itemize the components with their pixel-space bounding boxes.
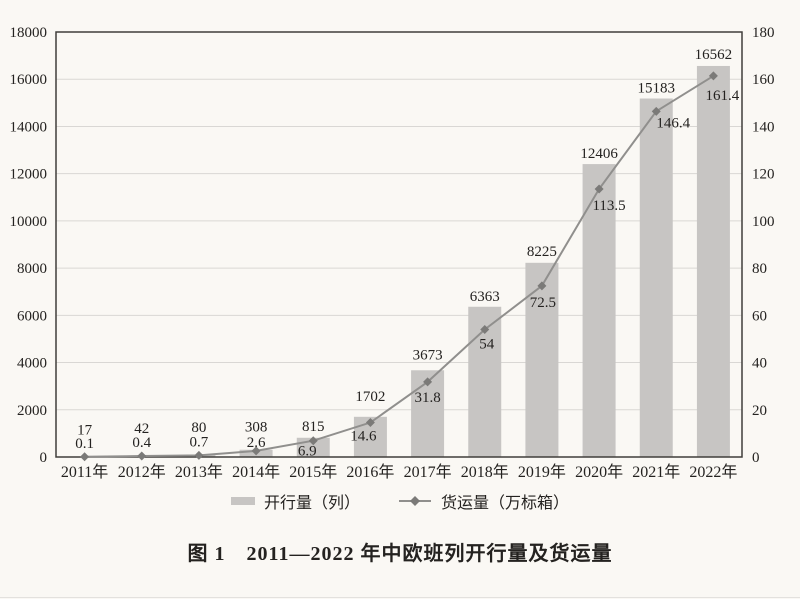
right-axis-tick: 40 [752,356,767,372]
line-marker-2018年 [480,325,490,334]
line-value-label: 146.4 [656,115,690,131]
bar-value-label: 815 [302,419,325,435]
figure-caption: 图 1 2011—2022 年中欧班列开行量及货运量 [187,543,613,565]
legend-item-bar-series: 开行量（列） [230,489,360,513]
bar-2020年 [582,164,616,457]
right-axis-tick: 180 [752,25,775,41]
x-axis-label: 2020年 [575,463,623,481]
line-value-label: 0.4 [132,435,151,451]
left-axis-tick: 14000 [10,119,48,135]
line-value-label: 72.5 [530,295,556,311]
x-axis-label: 2022年 [689,463,737,481]
line-marker-2019年 [537,281,547,291]
left-axis-tick: 12000 [10,167,48,183]
freight-volume-line [84,75,714,458]
right-axis-tick: 20 [752,403,767,419]
line-value-label: 113.5 [592,198,625,214]
x-axis-label: 2011年 [61,463,108,481]
right-axis-tick: 60 [752,308,767,324]
line-marker-2020年 [594,184,604,194]
line-series-swatch-icon [399,496,431,506]
x-axis-label: 2013年 [175,463,223,481]
bar-value-label: 80 [191,420,206,436]
right-axis-tick: 80 [752,261,767,277]
line-marker-2013年 [194,450,204,460]
line-marker-2014年 [251,446,261,456]
line-marker-2012年 [137,451,147,461]
plot-border [55,31,743,458]
x-axis-label: 2016年 [346,463,394,481]
line-value-label: 161.4 [706,88,740,104]
line-value-label: 14.6 [350,429,377,445]
right-axis-tick: 140 [752,119,775,135]
left-axis-tick: 0 [40,450,48,466]
combo-chart-canvas: 0 2000 4000 6000 8000 10000 12000 14000 16000 180… [10,25,775,481]
line-value-label: 0.7 [190,434,209,450]
bar-2021年 [639,98,673,457]
bar-value-label: 6363 [470,289,500,305]
bar-value-label: 15183 [638,81,676,97]
bar-2019年 [525,262,559,457]
right-axis-tick: 120 [752,167,775,183]
legend-item-line-series: 货运量（万标箱） [398,489,569,513]
left-axis-tick: 8000 [17,261,47,277]
bar-2022年 [696,65,730,458]
bar-value-label: 16562 [695,47,733,63]
line-value-label: 6.9 [298,444,317,460]
left-axis-tick: 4000 [17,356,47,372]
line-marker-2017年 [423,377,433,387]
bar-series-swatch-icon [230,497,255,505]
bar-value-label: 42 [134,421,149,437]
right-axis-tick: 0 [752,450,760,466]
x-axis-label: 2021年 [632,463,680,481]
x-axis-label: 2015年 [289,463,337,481]
bar-value-label: 1702 [355,389,385,405]
line-marker-2016年 [365,418,375,428]
right-axis-tick: 100 [752,214,775,230]
bar-value-label: 308 [245,420,268,436]
left-axis-tick: 18000 [10,25,48,41]
bar-value-label: 8225 [527,244,557,260]
x-axis-label: 2012年 [118,463,166,481]
line-value-label: 31.8 [414,390,440,406]
bar-value-label: 17 [77,423,93,439]
x-axis-label: 2018年 [461,463,509,481]
left-axis-tick: 16000 [10,72,48,88]
line-marker-2015年 [308,436,318,446]
line-marker-2011年 [80,452,90,462]
right-axis-tick: 160 [752,72,775,88]
line-marker-2022年 [708,71,718,81]
bottom-divider [0,597,800,598]
line-value-label: 0.1 [75,436,94,452]
x-axis-label: 2019年 [518,463,566,481]
x-axis-label: 2014年 [232,463,280,481]
left-axis-tick: 10000 [10,214,48,230]
line-value-label: 2.6 [247,435,266,451]
left-axis-tick: 2000 [17,403,47,419]
left-axis-tick: 6000 [17,308,47,324]
bar-value-label: 12406 [580,146,618,162]
legend-bar-label: 开行量（列） [263,495,360,512]
x-axis-label: 2017年 [404,463,452,481]
bar-value-label: 3673 [413,347,443,363]
chart-legend: 开行量（列） 货运量（万标箱） [0,489,800,513]
line-marker-2021年 [651,106,661,116]
line-value-label: 54 [479,337,495,353]
legend-line-label: 货运量（万标箱） [441,495,570,512]
